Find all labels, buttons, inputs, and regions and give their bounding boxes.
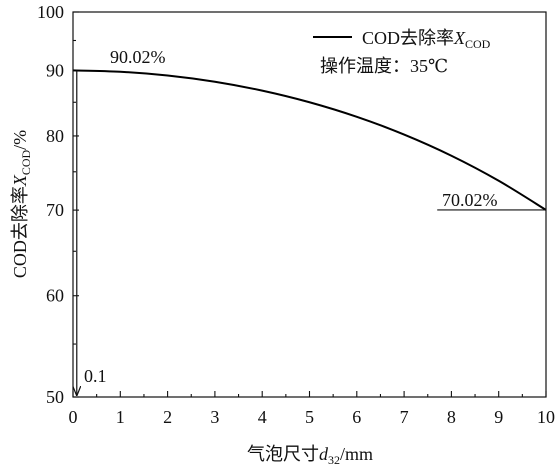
condition-label: 操作温度：35℃: [320, 56, 448, 76]
x-tick-label: 7: [400, 407, 409, 427]
legend-label: COD去除率XCOD: [362, 28, 491, 51]
x-axis-label-sub: 32: [328, 453, 340, 467]
legend: COD去除率XCOD: [313, 28, 491, 51]
x-tick-label: 8: [447, 407, 456, 427]
x-tick-label: 4: [258, 407, 267, 427]
x-tick-label: 0: [69, 407, 78, 427]
x-tick-label: 10: [537, 407, 555, 427]
x-tick-label: 6: [352, 407, 361, 427]
x-tick-label: 5: [305, 407, 314, 427]
y-axis-label-sub: COD: [19, 149, 33, 175]
series-line: [72, 69, 547, 211]
x-tick-label: 1: [116, 407, 125, 427]
y-tick-label: 70: [46, 200, 64, 220]
y-tick-label: 80: [46, 126, 64, 146]
y-tick-label: 90: [46, 61, 64, 81]
x-axis-label: 气泡尺寸d32/mm: [247, 444, 373, 467]
y-tick-label: 50: [46, 387, 64, 407]
y-tick-label: 100: [37, 2, 64, 22]
y-axis-label-text: COD去除率: [10, 186, 30, 278]
y-axis-label-var: X: [10, 174, 30, 187]
x-axis-label-text: 气泡尺寸: [247, 444, 319, 464]
axis-ticks: 0 1 2 3 4 5 6 7 8 9 10 50 60 70 80 90 100: [37, 2, 555, 427]
plot-frame: [72, 11, 547, 398]
x-tick-label: 9: [494, 407, 503, 427]
x-tick-label: 2: [163, 407, 172, 427]
y-axis-label: COD去除率XCOD/%: [10, 130, 33, 278]
y-axis-label-unit: /%: [10, 130, 30, 150]
x-tick-label: 3: [210, 407, 219, 427]
arrow-label: 0.1: [84, 366, 107, 386]
y-tick-label: 60: [46, 286, 64, 306]
legend-label-text: COD去除率: [362, 28, 454, 48]
series-layer: [72, 69, 547, 211]
annotation-layer: [77, 70, 546, 396]
legend-label-var: X: [453, 28, 466, 48]
legend-label-sub: COD: [465, 37, 491, 51]
end-value-label: 70.02%: [442, 190, 498, 210]
x-axis-label-var: d: [319, 444, 329, 464]
start-value-label: 90.02%: [110, 47, 166, 67]
x-axis-label-unit: /mm: [340, 444, 373, 464]
